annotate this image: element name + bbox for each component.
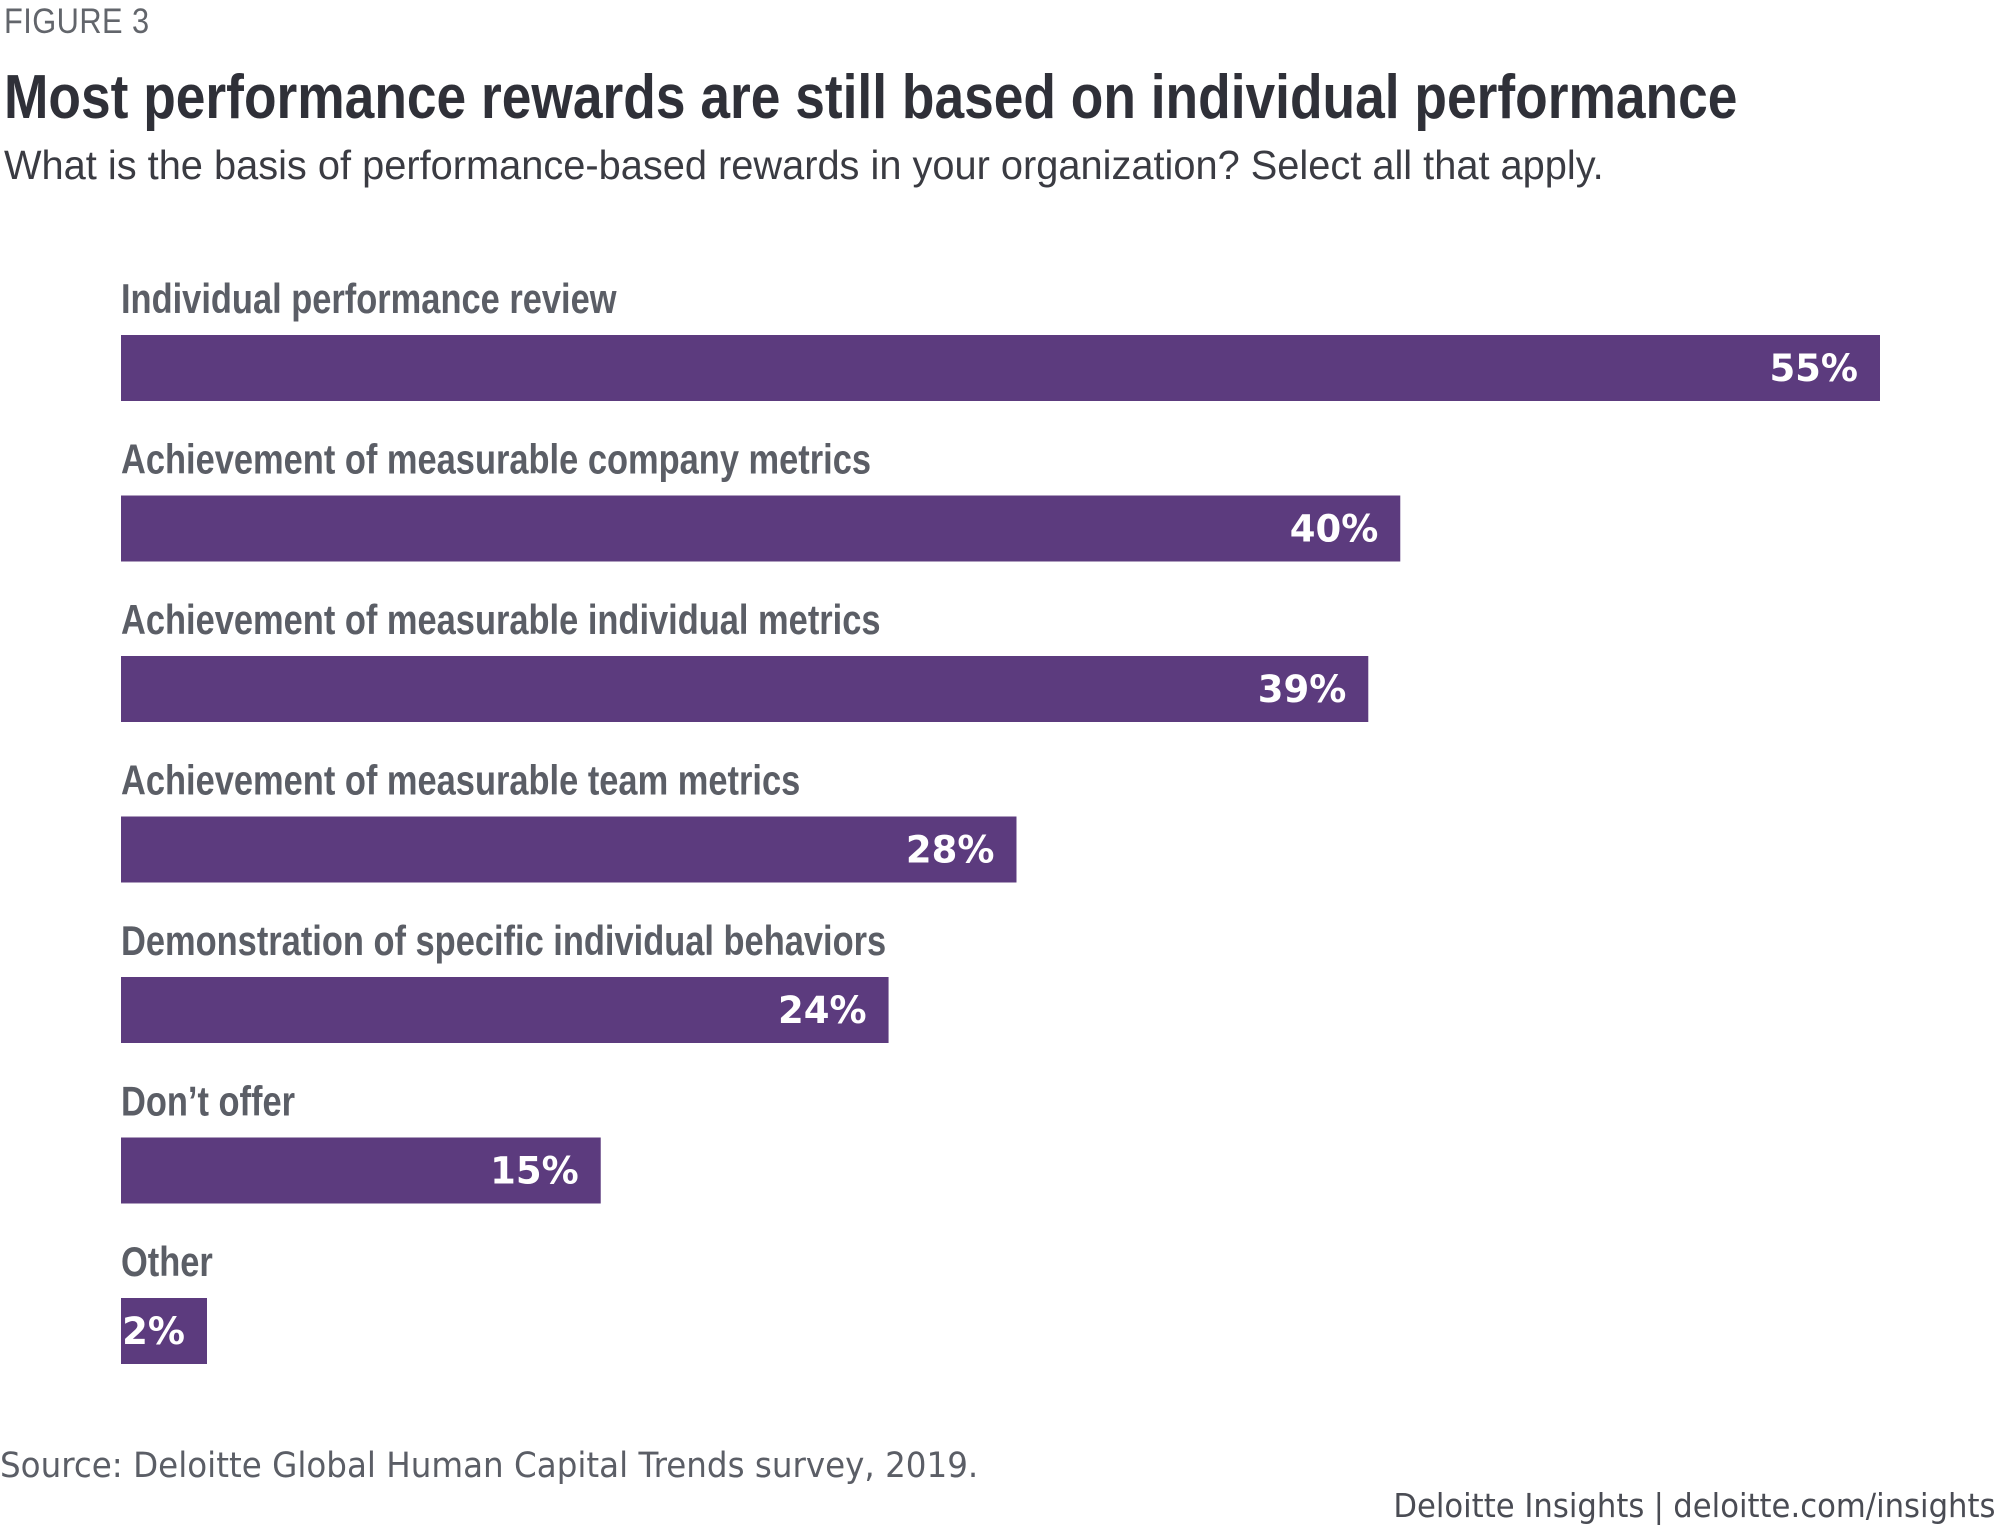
category-label: Achievement of measurable company metric… <box>121 436 871 483</box>
footer-credit: Deloitte Insights | deloitte.com/insights <box>1394 1486 1996 1525</box>
bar <box>121 495 1401 562</box>
bar-row: Achievement of measurable team metrics 28… <box>121 757 1017 883</box>
category-label: Don’t offer <box>121 1078 295 1125</box>
bar <box>121 656 1369 722</box>
category-label: Demonstration of specific individual beh… <box>121 918 886 965</box>
bar-row: Demonstration of specific individual beh… <box>121 918 889 1043</box>
value-label: 24% <box>778 989 867 1032</box>
bar <box>121 1137 601 1204</box>
bar <box>121 816 1017 883</box>
bar-row: Other 2% <box>121 1239 213 1364</box>
chart-title: Most performance rewards are still based… <box>4 63 1738 132</box>
value-label: 55% <box>1769 347 1858 390</box>
bar-row: Achievement of measurable individual met… <box>121 597 1369 722</box>
value-label: 28% <box>906 829 995 872</box>
footer-separator: | <box>1654 1486 1665 1525</box>
category-label: Individual performance review <box>121 276 617 323</box>
value-label: 40% <box>1290 508 1379 551</box>
category-label: Other <box>121 1239 213 1286</box>
value-label: 2% <box>122 1310 185 1353</box>
bar-row: Don’t offer 15% <box>121 1078 601 1204</box>
bar <box>121 1298 207 1364</box>
footer-url[interactable]: deloitte.com/insights <box>1673 1486 1996 1525</box>
value-label: 39% <box>1258 668 1347 711</box>
bar-row: Individual performance review 55% <box>121 276 1880 401</box>
value-label: 15% <box>490 1150 579 1193</box>
category-label: Achievement of measurable individual met… <box>121 597 881 644</box>
category-label: Achievement of measurable team metrics <box>121 757 800 804</box>
bar <box>121 977 889 1043</box>
chart-subtitle: What is the basis of performance-based r… <box>4 142 1604 188</box>
bar-row: Achievement of measurable company metric… <box>121 436 1401 562</box>
source-note: Source: Deloitte Global Human Capital Tr… <box>0 1446 979 1486</box>
footer-brand: Deloitte Insights <box>1393 1486 1645 1525</box>
bar <box>121 335 1880 401</box>
figure-label: FIGURE 3 <box>4 2 150 41</box>
